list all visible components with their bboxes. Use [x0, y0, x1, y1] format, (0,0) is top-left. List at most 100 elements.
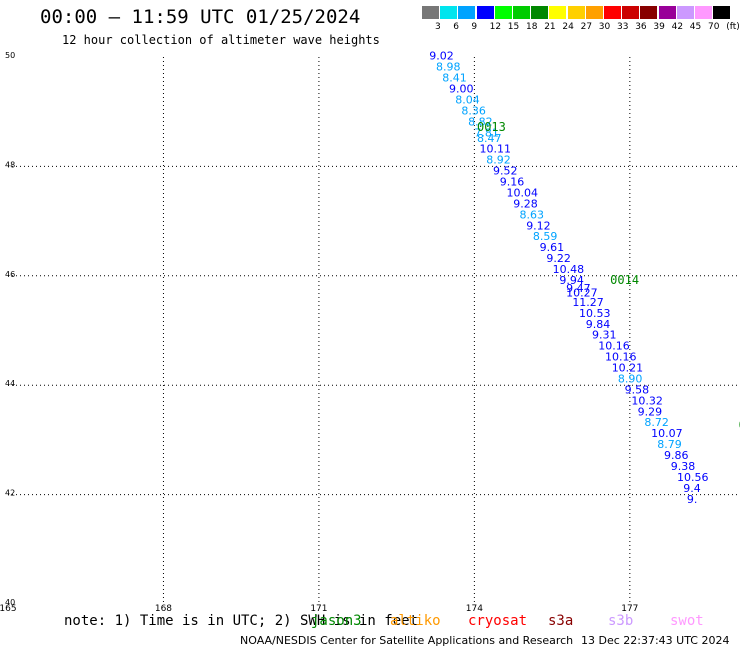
- color-scale-label: 45: [689, 22, 702, 32]
- wave-height-point: 9.47: [566, 282, 591, 295]
- color-swatch: [585, 6, 603, 19]
- wave-height-point: 9.31: [592, 329, 617, 342]
- color-scale-label: 24: [562, 22, 574, 32]
- pass-label: 00: [739, 418, 740, 432]
- y-tick-label: 40: [5, 598, 15, 607]
- y-tick-label: 46: [5, 270, 15, 279]
- wave-height-point: 9.86: [664, 449, 689, 462]
- color-scale-label: 12: [489, 22, 502, 32]
- color-swatch: [531, 6, 549, 19]
- pass-label: 0013: [477, 120, 506, 134]
- y-tick-label: 44: [5, 379, 15, 388]
- generated-timestamp: 13 Dec 22:37:43 UTC 2024: [581, 634, 730, 647]
- wave-height-point: 9.4: [683, 482, 701, 495]
- wave-height-point: 8.04: [455, 93, 480, 106]
- wave-height-point: 10.56: [677, 471, 709, 484]
- wave-height-point: 10.27: [566, 287, 598, 300]
- color-scale-label: 30: [598, 22, 611, 32]
- wave-height-point: 7.81: [474, 126, 499, 139]
- color-scale-label: 36: [635, 22, 647, 32]
- color-swatch: [513, 6, 530, 19]
- wave-height-point: 11.27: [572, 296, 604, 309]
- wave-height-point: 9.94: [559, 274, 584, 287]
- color-swatch: [604, 6, 621, 19]
- legend-cryosat: cryosat: [468, 613, 528, 629]
- color-scale-label: 70: [708, 22, 720, 32]
- color-scale-label: (ft): [726, 22, 740, 32]
- color-scale-label: 21: [544, 22, 556, 32]
- color-scale-label: 6: [453, 22, 459, 32]
- wave-height-point: 10.32: [631, 394, 663, 407]
- chart-subtitle: 12 hour collection of altimeter wave hei…: [62, 33, 380, 47]
- color-swatch: [458, 6, 476, 19]
- footnote: note: 1) Time is in UTC; 2) SWH is in fe…: [64, 613, 419, 629]
- color-scale-label: 3: [435, 22, 441, 32]
- wave-height-point: 8.36: [461, 104, 486, 117]
- legend-s3b: s3b: [608, 613, 634, 629]
- color-swatch: [549, 6, 567, 19]
- chart-title: 00:00 – 11:59 UTC 01/25/2024: [40, 6, 361, 28]
- wave-height-point: 9.16: [500, 176, 525, 189]
- color-swatch: [658, 6, 676, 19]
- wave-height-point: 9.02: [429, 50, 454, 63]
- color-swatch: [440, 6, 458, 19]
- wave-height-point: 9.38: [671, 460, 696, 473]
- x-tick-label: 165: [0, 604, 17, 614]
- color-swatch: [422, 6, 439, 19]
- wave-height-point: 10.16: [605, 351, 637, 364]
- color-scale-label: 33: [617, 22, 629, 32]
- y-tick-label: 42: [5, 489, 15, 498]
- wave-height-point: 9.61: [540, 241, 565, 254]
- wave-height-point: 9.22: [546, 252, 571, 265]
- color-swatch: [567, 6, 585, 19]
- wave-height-point: 8.47: [477, 132, 502, 145]
- wave-height-point: 8.82: [468, 115, 493, 128]
- wave-height-point: 10.21: [612, 362, 644, 375]
- color-scale-label: 18: [526, 22, 538, 32]
- y-tick-label: 50: [5, 51, 15, 60]
- data-points: 9.028.988.419.008.048.368.827.818.47 10.1…: [429, 50, 708, 506]
- color-scale-label: 9: [471, 22, 478, 32]
- color-scale-label: 15: [507, 22, 520, 32]
- color-swatch: [494, 6, 512, 19]
- wave-height-point: 9.28: [513, 197, 538, 210]
- wave-height-point: 10.53: [579, 307, 611, 320]
- wave-height-point: 9.29: [638, 405, 663, 418]
- wave-height-point: 8.41: [442, 72, 467, 85]
- x-tick-label: 168: [155, 604, 172, 614]
- color-swatch: [622, 6, 640, 19]
- wave-height-point: 8.92: [486, 154, 511, 167]
- axis-tick-labels: 165 168 171 174 177 40 42 44 46 48 50: [0, 51, 638, 614]
- wave-height-point: 8.72: [644, 416, 669, 429]
- wave-height-point: 8.79: [657, 438, 682, 451]
- legend-altiko: altiko: [390, 613, 441, 629]
- wave-height-point: 10.07: [651, 427, 683, 440]
- wave-height-point: 9.00: [449, 83, 474, 96]
- pass-label: 0014: [610, 273, 639, 287]
- wave-height-point: 9.12: [526, 219, 551, 232]
- color-swatch: [476, 6, 494, 19]
- color-swatch: [640, 6, 658, 19]
- color-scale-label: 39: [653, 22, 665, 32]
- wave-height-point: 10.48: [553, 263, 585, 276]
- x-tick-label: 174: [466, 604, 483, 614]
- wave-height-point: 8.59: [533, 230, 558, 243]
- wave-height-point: 8.63: [519, 208, 544, 221]
- wave-height-point: 10.16: [598, 340, 630, 353]
- wave-height-point: 9.: [687, 493, 698, 506]
- grid-lines: [8, 57, 740, 604]
- wave-height-point: 9.52: [493, 165, 517, 178]
- credit-line: NOAA/NESDIS Center for Satellite Applica…: [240, 634, 574, 647]
- color-scale-label: 42: [671, 22, 684, 32]
- legend-swot: swot: [670, 613, 704, 629]
- x-tick-label: 177: [621, 604, 638, 614]
- color-swatch: [713, 6, 731, 19]
- y-tick-label: 48: [5, 160, 15, 169]
- x-tick-label: 171: [310, 604, 327, 614]
- wave-height-point: 9.84: [586, 318, 611, 331]
- legend-jason3: jason3: [311, 613, 362, 629]
- wave-height-point: 10.04: [507, 186, 539, 199]
- wave-height-point: 8.98: [436, 61, 461, 74]
- legend-s3a: s3a: [548, 613, 574, 629]
